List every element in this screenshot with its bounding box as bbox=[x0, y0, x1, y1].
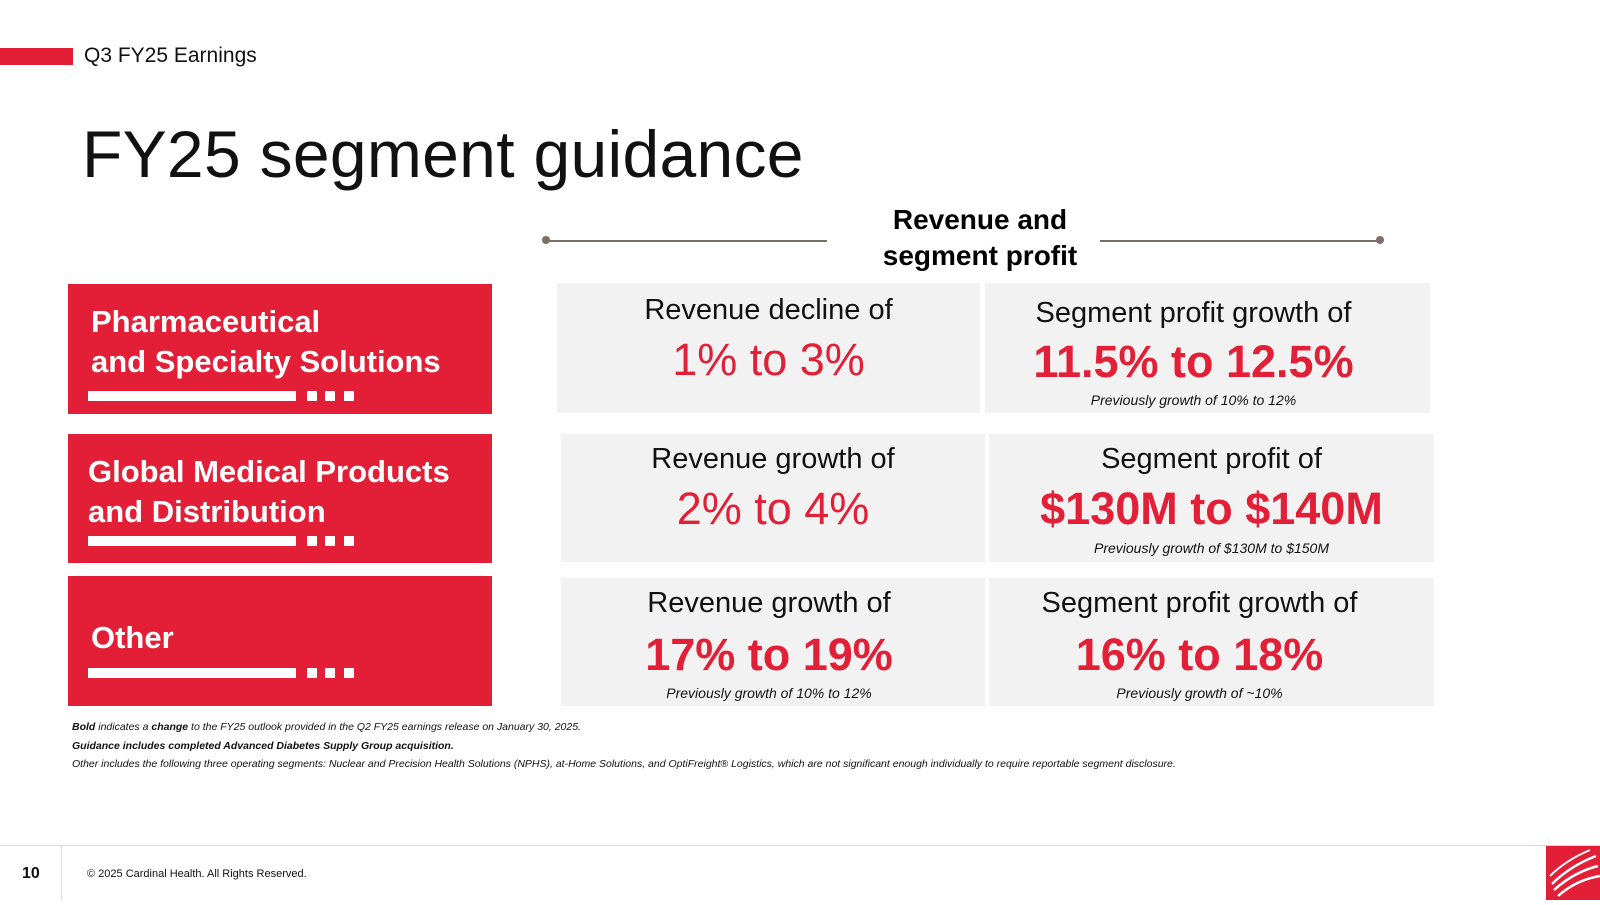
cell-label: Revenue decline of bbox=[644, 294, 893, 326]
segment-dash bbox=[344, 668, 354, 678]
segment-name: Pharmaceutical and Specialty Solutions bbox=[91, 304, 441, 379]
footnote-other-segments: Other includes the following three opera… bbox=[72, 758, 1176, 770]
cardinal-health-logo-icon bbox=[1546, 846, 1600, 900]
rule-left bbox=[546, 240, 827, 242]
cell-pharma-profit: Segment profit growth of 11.5% to 12.5% … bbox=[985, 283, 1430, 413]
cell-gmpd-revenue: Revenue growth of 2% to 4% bbox=[561, 434, 985, 562]
cell-value: 17% to 19% bbox=[645, 629, 893, 680]
cell-value: $130M to $140M bbox=[1040, 483, 1383, 534]
cell-label: Segment profit growth of bbox=[1041, 587, 1358, 619]
segment-dash bbox=[344, 536, 354, 546]
footnote-change-word: change bbox=[151, 721, 189, 733]
cell-label: Segment profit of bbox=[1101, 443, 1322, 475]
segment-dash bbox=[307, 536, 317, 546]
segment-underline bbox=[88, 536, 296, 546]
rule-right bbox=[1100, 240, 1380, 242]
segment-dash bbox=[325, 536, 335, 546]
segment-underline bbox=[88, 668, 296, 678]
cell-note: Previously growth of 10% to 12% bbox=[1090, 392, 1297, 408]
footnote-text: indicates a bbox=[95, 721, 152, 733]
footnote-bold-word: Bold bbox=[72, 721, 96, 733]
copyright-text: © 2025 Cardinal Health. All Rights Reser… bbox=[87, 868, 307, 880]
cell-label: Segment profit growth of bbox=[1035, 297, 1352, 329]
page-title: FY25 segment guidance bbox=[82, 117, 804, 191]
footer-divider bbox=[0, 845, 1600, 846]
segment-name: Other bbox=[91, 620, 174, 655]
cell-note: Previously growth of ~10% bbox=[1116, 685, 1283, 701]
column-header-text: Revenue and segment profit bbox=[882, 204, 1078, 271]
cell-value: 16% to 18% bbox=[1075, 629, 1324, 680]
cell-note: Previously growth of 10% to 12% bbox=[666, 685, 872, 701]
segment-dash bbox=[344, 391, 354, 401]
segment-box-gmpd: Global Medical Products and Distribution bbox=[68, 434, 492, 563]
rule-right-dot bbox=[1376, 236, 1384, 244]
section-label: Q3 FY25 Earnings bbox=[84, 44, 257, 67]
segment-name: Global Medical Products and Distribution bbox=[88, 454, 450, 529]
cell-value: 11.5% to 12.5% bbox=[1033, 336, 1354, 387]
cell-other-revenue: Revenue growth of 17% to 19% Previously … bbox=[561, 578, 985, 706]
segment-box-other: Other bbox=[68, 576, 492, 706]
column-header: Revenue and segment profit bbox=[860, 202, 1100, 274]
cell-other-profit: Segment profit growth of 16% to 18% Prev… bbox=[989, 578, 1434, 706]
footnote-acquisition: Guidance includes completed Advanced Dia… bbox=[72, 740, 454, 752]
footer-vertical-divider bbox=[61, 846, 62, 900]
cell-label: Revenue growth of bbox=[651, 443, 895, 475]
cell-gmpd-profit: Segment profit of $130M to $140M Previou… bbox=[989, 434, 1434, 562]
footnote-text: to the FY25 outlook provided in the Q2 F… bbox=[188, 721, 581, 733]
segment-underline bbox=[88, 391, 296, 401]
segment-dash bbox=[307, 668, 317, 678]
page-number: 10 bbox=[22, 865, 40, 882]
cell-note: Previously growth of $130M to $150M bbox=[1093, 540, 1329, 556]
cell-label: Revenue growth of bbox=[647, 587, 891, 619]
cell-value: 2% to 4% bbox=[676, 483, 870, 534]
segment-dash bbox=[307, 391, 317, 401]
footnote-bold-change: Bold indicates a change to the FY25 outl… bbox=[72, 720, 581, 734]
segment-dash bbox=[325, 668, 335, 678]
section-accent-bar bbox=[0, 48, 73, 65]
cell-pharma-revenue: Revenue decline of 1% to 3% bbox=[557, 283, 980, 413]
segment-dash bbox=[325, 391, 335, 401]
segment-box-pharma: Pharmaceutical and Specialty Solutions bbox=[68, 284, 492, 414]
cell-value: 1% to 3% bbox=[672, 334, 865, 385]
